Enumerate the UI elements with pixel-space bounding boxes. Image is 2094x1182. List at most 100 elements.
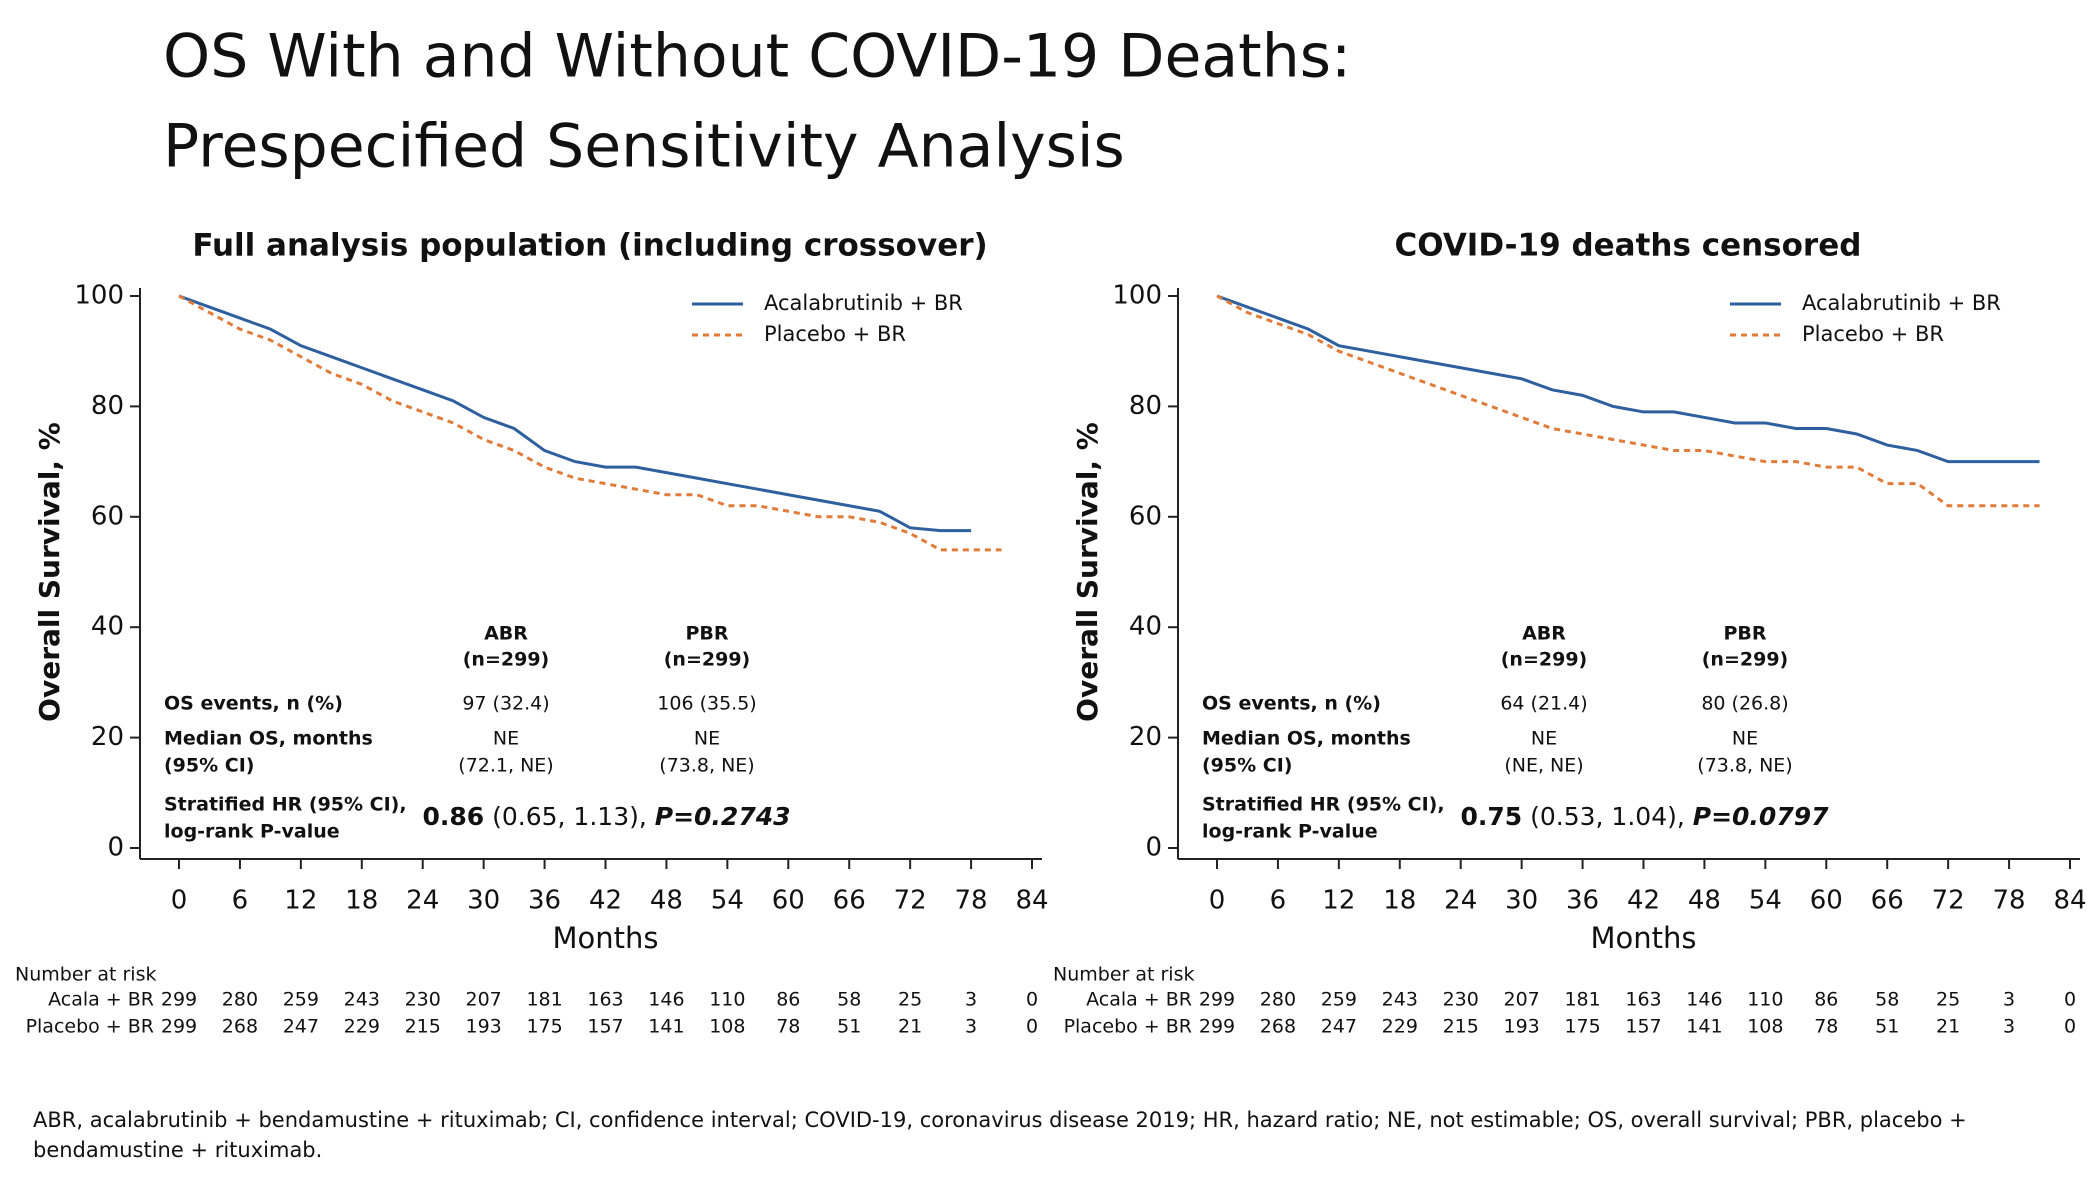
risk-count: 163 <box>1625 989 1661 1011</box>
x-tick-label: 72 <box>1932 886 1965 916</box>
risk-count: 207 <box>466 989 502 1011</box>
risk-count: 181 <box>1564 989 1600 1011</box>
risk-count: 0 <box>2064 1016 2076 1038</box>
risk-count: 51 <box>1875 1016 1899 1038</box>
stats-row-label: log-rank P-value <box>164 821 340 843</box>
risk-count: 280 <box>222 989 258 1011</box>
stats-column-header: (n=299) <box>463 649 549 671</box>
stats-cell: 106 (35.5) <box>657 693 756 715</box>
risk-count: 181 <box>526 989 562 1011</box>
risk-count: 299 <box>161 989 197 1011</box>
risk-count: 0 <box>1026 1016 1038 1038</box>
stats-cell: (73.8, NE) <box>1697 755 1792 777</box>
risk-count: 141 <box>648 1016 684 1038</box>
stats-cell: 97 (32.4) <box>462 693 549 715</box>
x-tick-label: 84 <box>2053 886 2086 916</box>
survival-line <box>1216 294 2040 508</box>
x-tick-label: 12 <box>1322 886 1355 916</box>
risk-count: 175 <box>1564 1016 1600 1038</box>
stats-cell: (NE, NE) <box>1504 755 1583 777</box>
x-tick-label: 42 <box>1627 886 1660 916</box>
stats-cell: NE <box>1531 728 1557 750</box>
x-tick-label: 6 <box>1270 886 1287 916</box>
stats-cell: (73.8, NE) <box>659 755 754 777</box>
risk-count: 268 <box>222 1016 258 1038</box>
risk-count: 21 <box>898 1016 922 1038</box>
y-tick-label: 60 <box>91 501 124 531</box>
slide-title: Prespecified Sensitivity Analysis <box>163 112 1125 182</box>
risk-count: 25 <box>1936 989 1960 1011</box>
stats-row-label: Median OS, months <box>1202 728 1411 750</box>
hazard-ratio: 0.75 (0.53, 1.04), P=0.0797 <box>1460 802 1829 831</box>
risk-count: 230 <box>1443 989 1479 1011</box>
risk-count: 58 <box>837 989 861 1011</box>
legend-label: Acalabrutinib + BR <box>764 291 963 315</box>
y-tick-label: 20 <box>1129 722 1162 752</box>
y-tick-label: 0 <box>107 833 124 863</box>
x-tick-label: 78 <box>955 886 988 916</box>
risk-count: 110 <box>709 989 745 1011</box>
x-axis-label: Months <box>1590 921 1696 955</box>
x-tick-label: 66 <box>833 886 866 916</box>
chart-title: Full analysis population (including cros… <box>192 228 987 264</box>
x-tick-label: 54 <box>711 886 744 916</box>
stats-cell: 64 (21.4) <box>1500 693 1587 715</box>
risk-count: 193 <box>466 1016 502 1038</box>
x-axis-label: Months <box>552 921 658 955</box>
stats-row-label: (95% CI) <box>1202 755 1292 777</box>
legend-label: Placebo + BR <box>764 322 906 346</box>
stats-column-header: ABR <box>484 623 528 645</box>
x-tick-label: 24 <box>1444 886 1477 916</box>
x-tick-label: 54 <box>1749 886 1782 916</box>
risk-row-name: Placebo + BR <box>1064 1016 1192 1038</box>
x-tick-label: 0 <box>1209 886 1226 916</box>
stats-cell: 80 (26.8) <box>1701 693 1788 715</box>
risk-count: 299 <box>1199 1016 1235 1038</box>
y-tick-label: 0 <box>1145 833 1162 863</box>
stats-column-header: ABR <box>1522 623 1566 645</box>
stats-row-label: Median OS, months <box>164 728 373 750</box>
stats-column-header: PBR <box>1723 623 1766 645</box>
stats-row-label: (95% CI) <box>164 755 254 777</box>
y-tick-label: 40 <box>91 612 124 642</box>
hr-estimate: 0.86 <box>422 802 484 831</box>
x-tick-label: 12 <box>284 886 317 916</box>
risk-count: 78 <box>776 1016 800 1038</box>
risk-count: 193 <box>1504 1016 1540 1038</box>
stats-row-label: Stratified HR (95% CI), <box>164 794 407 816</box>
y-tick-label: 20 <box>91 722 124 752</box>
risk-count: 3 <box>965 1016 977 1038</box>
risk-count: 51 <box>837 1016 861 1038</box>
footnote: ABR, acalabrutinib + bendamustine + ritu… <box>33 1108 1967 1132</box>
x-tick-label: 84 <box>1015 886 1048 916</box>
risk-count: 157 <box>1625 1016 1661 1038</box>
hr-p-value: P=0.0797 <box>1693 802 1829 831</box>
risk-count: 86 <box>776 989 800 1011</box>
survival-line <box>178 294 972 533</box>
slide-title: OS With and Without COVID-19 Deaths: <box>163 22 1351 92</box>
risk-count: 175 <box>526 1016 562 1038</box>
risk-count: 110 <box>1747 989 1783 1011</box>
risk-count: 259 <box>283 989 319 1011</box>
risk-count: 157 <box>587 1016 623 1038</box>
chart-title: COVID-19 deaths censored <box>1395 228 1862 264</box>
stats-cell: NE <box>1732 728 1758 750</box>
risk-count: 146 <box>1686 989 1722 1011</box>
risk-count: 108 <box>1747 1016 1783 1038</box>
risk-count: 0 <box>1026 989 1038 1011</box>
stats-column-header: (n=299) <box>1702 649 1788 671</box>
risk-count: 215 <box>405 1016 441 1038</box>
risk-count: 21 <box>1936 1016 1960 1038</box>
x-tick-label: 42 <box>589 886 622 916</box>
y-tick-label: 60 <box>1129 501 1162 531</box>
survival-line <box>178 294 1002 552</box>
risk-row-name: Acala + BR <box>1086 989 1192 1011</box>
y-tick-label: 80 <box>1129 391 1162 421</box>
x-tick-label: 18 <box>1383 886 1416 916</box>
hazard-ratio: 0.86 (0.65, 1.13), P=0.2743 <box>422 802 790 831</box>
risk-count: 0 <box>2064 989 2076 1011</box>
x-tick-label: 66 <box>1871 886 1904 916</box>
y-tick-label: 80 <box>91 391 124 421</box>
risk-count: 243 <box>344 989 380 1011</box>
stats-cell: (72.1, NE) <box>458 755 553 777</box>
